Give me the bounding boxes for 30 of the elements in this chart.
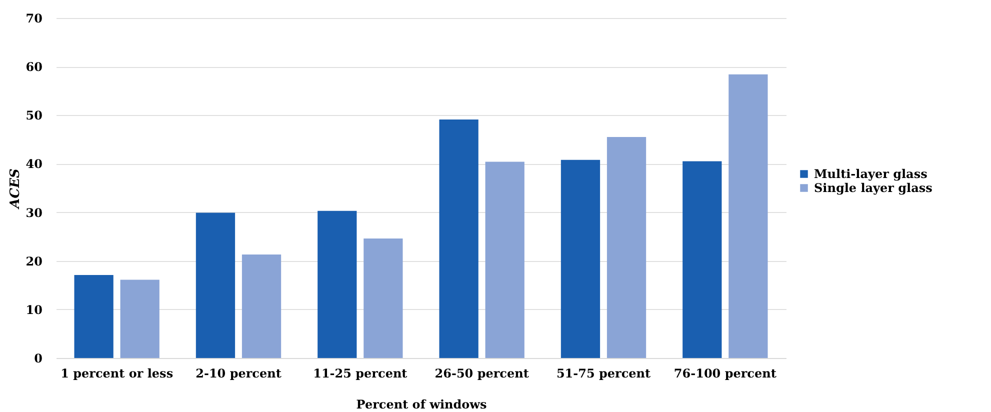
y-axis-title: ACES xyxy=(8,168,23,210)
y-tick-label: 30 xyxy=(26,206,42,220)
bar xyxy=(318,210,357,358)
legend-label: Single layer glass xyxy=(814,181,933,195)
y-tick-label: 60 xyxy=(26,60,42,74)
x-tick-label: 11-25 percent xyxy=(313,366,408,380)
bar xyxy=(485,162,524,358)
y-tick-label: 10 xyxy=(26,302,42,317)
y-tick-label: 50 xyxy=(26,108,42,123)
bar xyxy=(364,238,403,358)
bar xyxy=(560,160,600,358)
y-tick-label: 70 xyxy=(26,12,42,26)
bar xyxy=(728,74,768,358)
x-tick-label: 26-50 percent xyxy=(434,366,530,380)
bar xyxy=(682,161,722,358)
x-tick-label: 76-100 percent xyxy=(674,366,777,380)
bar xyxy=(606,137,646,358)
y-tick-label: 0 xyxy=(34,352,42,366)
y-tick-label: 40 xyxy=(26,157,42,172)
legend-label: Multi-layer glass xyxy=(814,167,928,181)
y-tick-label: 20 xyxy=(26,254,42,268)
x-tick-label: 1 percent or less xyxy=(60,366,174,380)
bar xyxy=(196,212,236,358)
x-tick-label: 51-75 percent xyxy=(556,366,652,380)
bar xyxy=(120,280,160,358)
bar xyxy=(74,274,114,358)
bar xyxy=(242,254,282,358)
x-tick-label: 2-10 percent xyxy=(196,366,282,380)
x-axis-title: Percent of windows xyxy=(356,398,487,412)
bar xyxy=(439,120,478,358)
